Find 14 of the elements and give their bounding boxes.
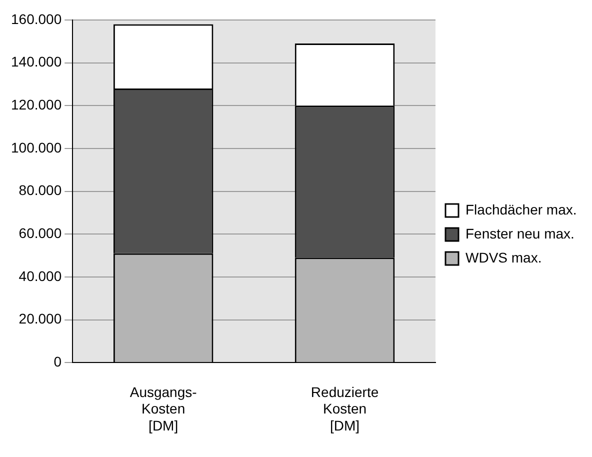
- x-tick-label: Ausgangs- Kosten [DM]: [130, 384, 198, 434]
- y-tick-label: 140.000: [10, 54, 62, 70]
- y-tick-label: 60.000: [18, 224, 62, 241]
- y-tick-label: 0: [54, 353, 62, 370]
- legend-label: Fenster neu max.: [466, 225, 574, 242]
- y-tick-label: 20.000: [18, 310, 62, 327]
- y-tick-label: 120.000: [10, 96, 62, 113]
- legend-label: WDVS max.: [466, 249, 542, 266]
- y-tick-label: 160.000: [10, 10, 62, 27]
- y-tick-label: 80.000: [18, 182, 62, 198]
- x-tick-label: Reduzierte Kosten [DM]: [310, 384, 379, 434]
- y-tick-label: 100.000: [10, 139, 62, 156]
- y-tick-label: 40.000: [18, 268, 62, 284]
- legend-label: Flachdächer max.: [466, 201, 577, 218]
